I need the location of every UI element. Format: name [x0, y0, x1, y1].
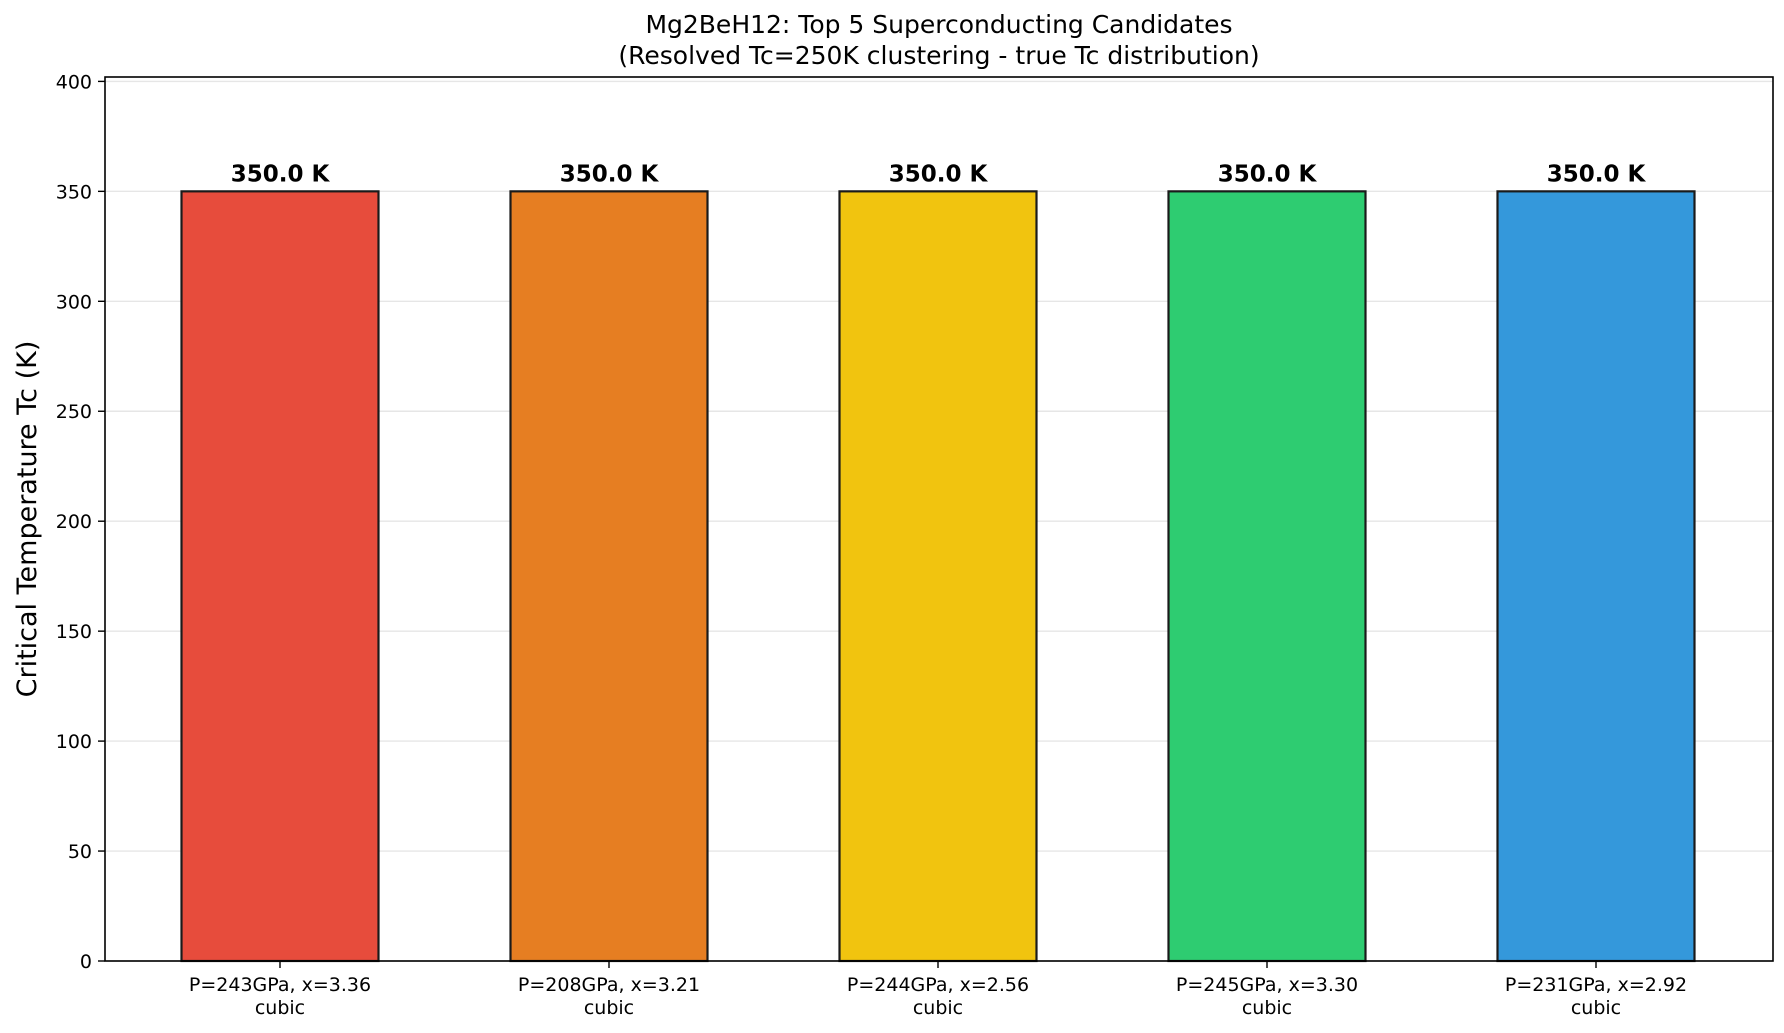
chart-subtitle: (Resolved Tc=250K clustering - true Tc d…: [618, 41, 1259, 70]
y-tick-label: 250: [56, 401, 92, 423]
bar-value-label: 350.0 K: [1218, 161, 1318, 187]
plot-frame: [104, 76, 1774, 962]
x-tick-sublabel: cubic: [584, 997, 634, 1019]
x-tick-sublabel: cubic: [913, 997, 963, 1019]
bars: [180, 190, 1696, 963]
x-tick-sublabel: cubic: [1571, 997, 1621, 1019]
bar: [509, 190, 709, 963]
bar-value-label: 350.0 K: [889, 161, 989, 187]
y-axis: 0 50 100 150 200 250 300 350 400: [56, 71, 105, 973]
chart-title: Mg2BeH12: Top 5 Superconducting Candidat…: [645, 10, 1232, 39]
bar-value-label: 350.0 K: [231, 161, 331, 187]
y-tick-label: 400: [56, 71, 92, 93]
bar: [1496, 190, 1696, 963]
x-tick-label: P=244GPa, x=2.56: [847, 974, 1029, 996]
data-labels: 350.0 K 350.0 K 350.0 K 350.0 K 350.0 K: [231, 161, 1647, 187]
x-tick-label: P=208GPa, x=3.21: [518, 974, 700, 996]
x-tick-sublabel: cubic: [1242, 997, 1292, 1019]
x-tick-label: P=243GPa, x=3.36: [189, 974, 371, 996]
bar-value-label: 350.0 K: [1547, 161, 1647, 187]
x-tick-sublabel: cubic: [255, 997, 305, 1019]
y-tick-label: 150: [56, 621, 92, 643]
bar: [1167, 190, 1367, 963]
bar: [838, 190, 1038, 963]
bar-value-label: 350.0 K: [560, 161, 660, 187]
y-tick-label: 350: [56, 181, 92, 203]
y-tick-label: 0: [80, 951, 92, 973]
y-axis-label: Critical Temperature Tc (K): [12, 341, 43, 698]
y-tick-label: 300: [56, 291, 92, 313]
y-tick-label: 200: [56, 511, 92, 533]
bar: [180, 190, 380, 963]
x-tick-label: P=245GPa, x=3.30: [1176, 974, 1358, 996]
y-tick-label: 50: [68, 841, 92, 863]
y-tick-label: 100: [56, 731, 92, 753]
x-tick-label: P=231GPa, x=2.92: [1505, 974, 1687, 996]
